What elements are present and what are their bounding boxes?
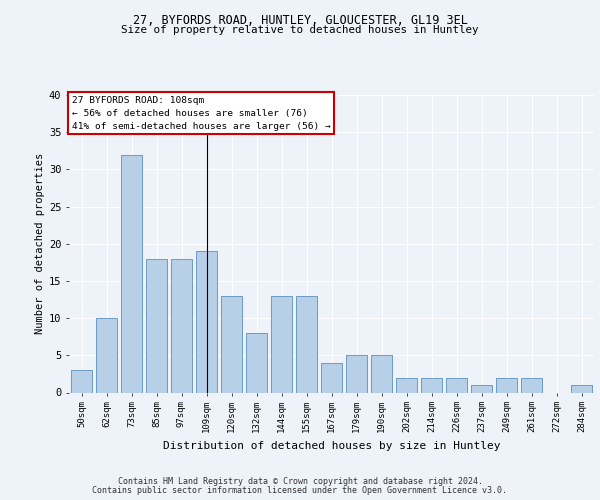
Text: Contains HM Land Registry data © Crown copyright and database right 2024.: Contains HM Land Registry data © Crown c… [118, 477, 482, 486]
Bar [171, 258, 192, 392]
Bar [71, 370, 92, 392]
Bar [146, 258, 167, 392]
Text: 27, BYFORDS ROAD, HUNTLEY, GLOUCESTER, GL19 3EL: 27, BYFORDS ROAD, HUNTLEY, GLOUCESTER, G… [133, 14, 467, 27]
Bar [96, 318, 117, 392]
Text: Contains public sector information licensed under the Open Government Licence v3: Contains public sector information licen… [92, 486, 508, 495]
Bar [371, 356, 392, 393]
Bar [421, 378, 442, 392]
Bar [496, 378, 517, 392]
Bar [346, 356, 367, 393]
Bar [471, 385, 492, 392]
Text: Size of property relative to detached houses in Huntley: Size of property relative to detached ho… [121, 25, 479, 35]
Bar [521, 378, 542, 392]
Bar [271, 296, 292, 392]
Bar [246, 333, 267, 392]
Bar [446, 378, 467, 392]
Bar [571, 385, 592, 392]
Bar [396, 378, 417, 392]
Bar [221, 296, 242, 392]
Bar [321, 363, 342, 392]
X-axis label: Distribution of detached houses by size in Huntley: Distribution of detached houses by size … [163, 440, 500, 450]
Bar [296, 296, 317, 392]
Text: 27 BYFORDS ROAD: 108sqm
← 56% of detached houses are smaller (76)
41% of semi-de: 27 BYFORDS ROAD: 108sqm ← 56% of detache… [71, 96, 331, 131]
Y-axis label: Number of detached properties: Number of detached properties [35, 153, 44, 334]
Bar [121, 154, 142, 392]
Bar [196, 251, 217, 392]
